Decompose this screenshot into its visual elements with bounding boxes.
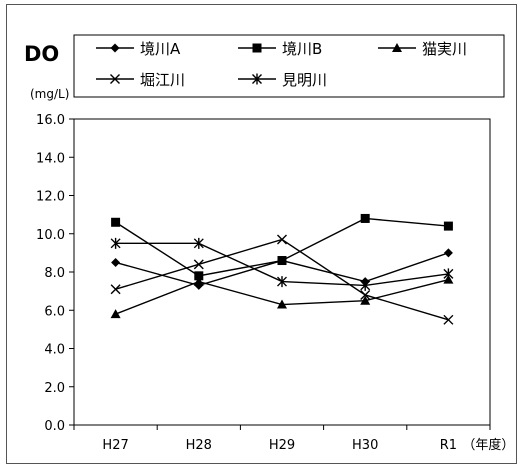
data-point <box>360 295 371 305</box>
data-point <box>110 237 121 249</box>
legend-entry: 猫実川 <box>378 40 467 58</box>
y-tick-label: 12.0 <box>36 190 65 205</box>
data-point <box>277 234 287 245</box>
data-point <box>110 309 121 319</box>
legend-box <box>73 34 505 98</box>
x-axis: H27 H28 H29 H30 R1 （年度） <box>73 425 514 453</box>
legend-marker <box>252 73 262 85</box>
x-tick-label: H27 <box>102 438 128 453</box>
data-point <box>111 257 121 267</box>
y-axis: 0.0 2.0 4.0 6.0 8.0 10.0 12.0 14.0 16.0 <box>36 113 74 434</box>
x-tick-label: H29 <box>269 438 295 453</box>
data-point <box>277 299 287 309</box>
data-point <box>193 237 204 249</box>
chart-title: DO <box>24 42 59 66</box>
data-point <box>443 268 454 280</box>
legend-marker <box>110 43 120 53</box>
x-tick-label: H28 <box>186 438 212 453</box>
data-point <box>360 289 371 300</box>
x-axis-suffix: （年度） <box>462 437 514 453</box>
y-tick-label: 8.0 <box>44 266 65 281</box>
data-point <box>110 284 121 295</box>
marker-layer <box>110 213 454 325</box>
legend-marker <box>252 43 262 53</box>
data-point <box>277 256 287 266</box>
data-point <box>443 248 453 258</box>
data-point <box>194 271 204 281</box>
y-tick-label: 0.0 <box>44 419 65 434</box>
legend-label: 境川B <box>282 40 322 58</box>
legend-label: 猫実川 <box>422 40 467 58</box>
data-point <box>443 221 453 231</box>
legend-marker <box>110 74 120 84</box>
plot-area <box>73 118 491 426</box>
data-point <box>360 279 371 291</box>
y-tick-label: 14.0 <box>36 151 65 166</box>
data-point <box>111 217 121 227</box>
data-point <box>193 276 204 286</box>
y-tick-label: 2.0 <box>44 381 65 396</box>
legend-label: 堀江川 <box>140 71 185 89</box>
x-tick-label: R1 <box>440 438 457 453</box>
x-tick-label: H30 <box>352 438 378 453</box>
legend-label: 境川A <box>140 40 181 58</box>
data-point <box>443 314 454 325</box>
data-point <box>277 276 287 288</box>
legend-entry: 見明川 <box>238 71 327 89</box>
legend-entry: 境川B <box>238 40 322 58</box>
legend-entry: 堀江川 <box>96 71 185 89</box>
y-tick-label: 10.0 <box>36 228 65 243</box>
legend-entry: 境川A <box>96 40 181 58</box>
legend-label: 見明川 <box>282 71 327 89</box>
y-tick-label: 16.0 <box>36 113 65 128</box>
y-tick-label: 4.0 <box>44 343 65 358</box>
data-point <box>360 213 370 223</box>
legend-marker <box>392 43 402 52</box>
data-point <box>193 259 204 270</box>
y-axis-unit: (mg/L) <box>30 87 69 101</box>
y-tick-label: 6.0 <box>44 304 65 319</box>
